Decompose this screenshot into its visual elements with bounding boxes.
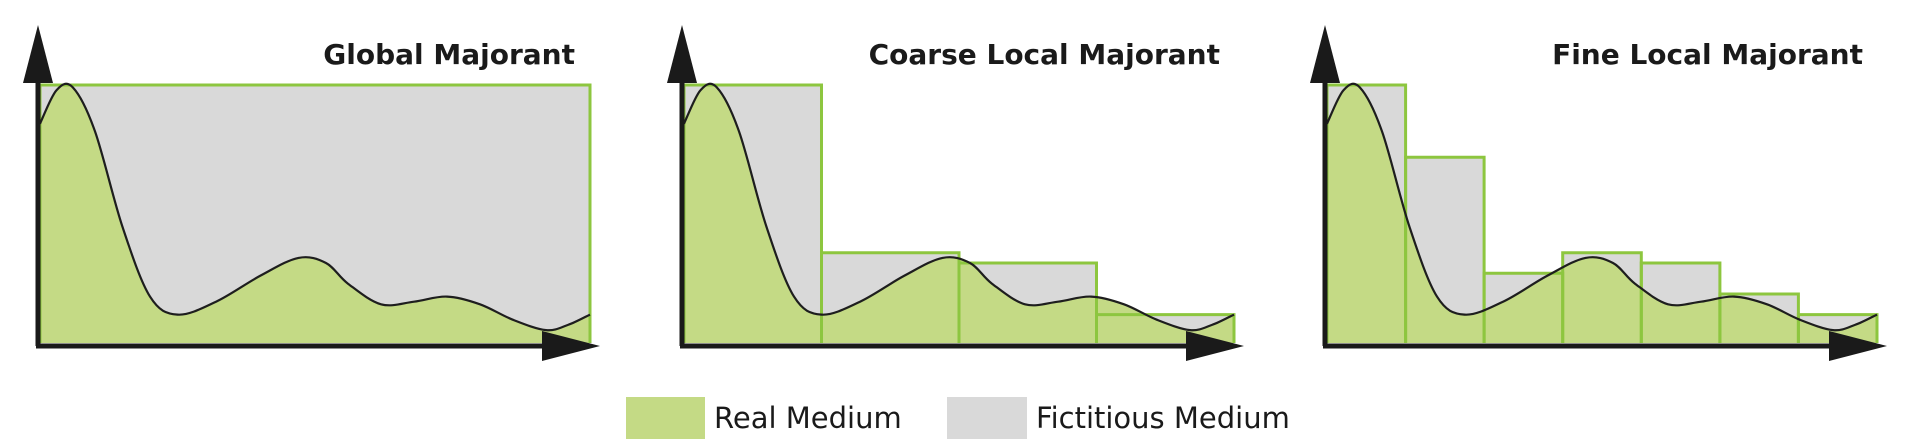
panel-coarse-local-majorant: Coarse Local Majorant <box>667 25 1244 361</box>
legend-label-fictitious-medium: Fictitious Medium <box>1036 401 1290 435</box>
majorant-step <box>1404 155 1486 343</box>
panel-title: Coarse Local Majorant <box>869 38 1220 71</box>
panel-global-majorant: Global Majorant <box>23 25 600 361</box>
majorant-step <box>1796 313 1879 343</box>
density-curve <box>683 82 1235 332</box>
real-medium-region <box>1327 83 1877 344</box>
legend: Real Medium Fictitious Medium <box>626 397 1290 439</box>
fictitious-medium-region <box>40 85 590 343</box>
density-curve <box>39 82 591 332</box>
plot-area <box>23 25 600 361</box>
x-axis-arrow-icon <box>542 331 600 361</box>
legend-swatch-fictitious-medium <box>947 397 1027 439</box>
y-axis-arrow-icon <box>23 25 53 83</box>
density-curve <box>1326 82 1878 332</box>
plot-area <box>1310 25 1887 361</box>
majorant-step <box>1095 313 1236 343</box>
legend-label-real-medium: Real Medium <box>714 401 902 435</box>
panel-fine-local-majorant: Fine Local Majorant <box>1310 25 1887 361</box>
x-axis-arrow-icon <box>1186 331 1244 361</box>
panel-title: Fine Local Majorant <box>1552 38 1863 71</box>
plot-area <box>667 25 1244 361</box>
legend-swatch-real-medium <box>626 397 705 439</box>
x-axis-arrow-icon <box>1829 331 1887 361</box>
majorant-step <box>957 261 1098 343</box>
y-axis-arrow-icon <box>1310 25 1340 83</box>
panel-title: Global Majorant <box>323 38 575 71</box>
fictitious-medium-region <box>1327 85 1877 343</box>
y-axis-arrow-icon <box>667 25 697 83</box>
real-medium-region <box>40 83 590 344</box>
